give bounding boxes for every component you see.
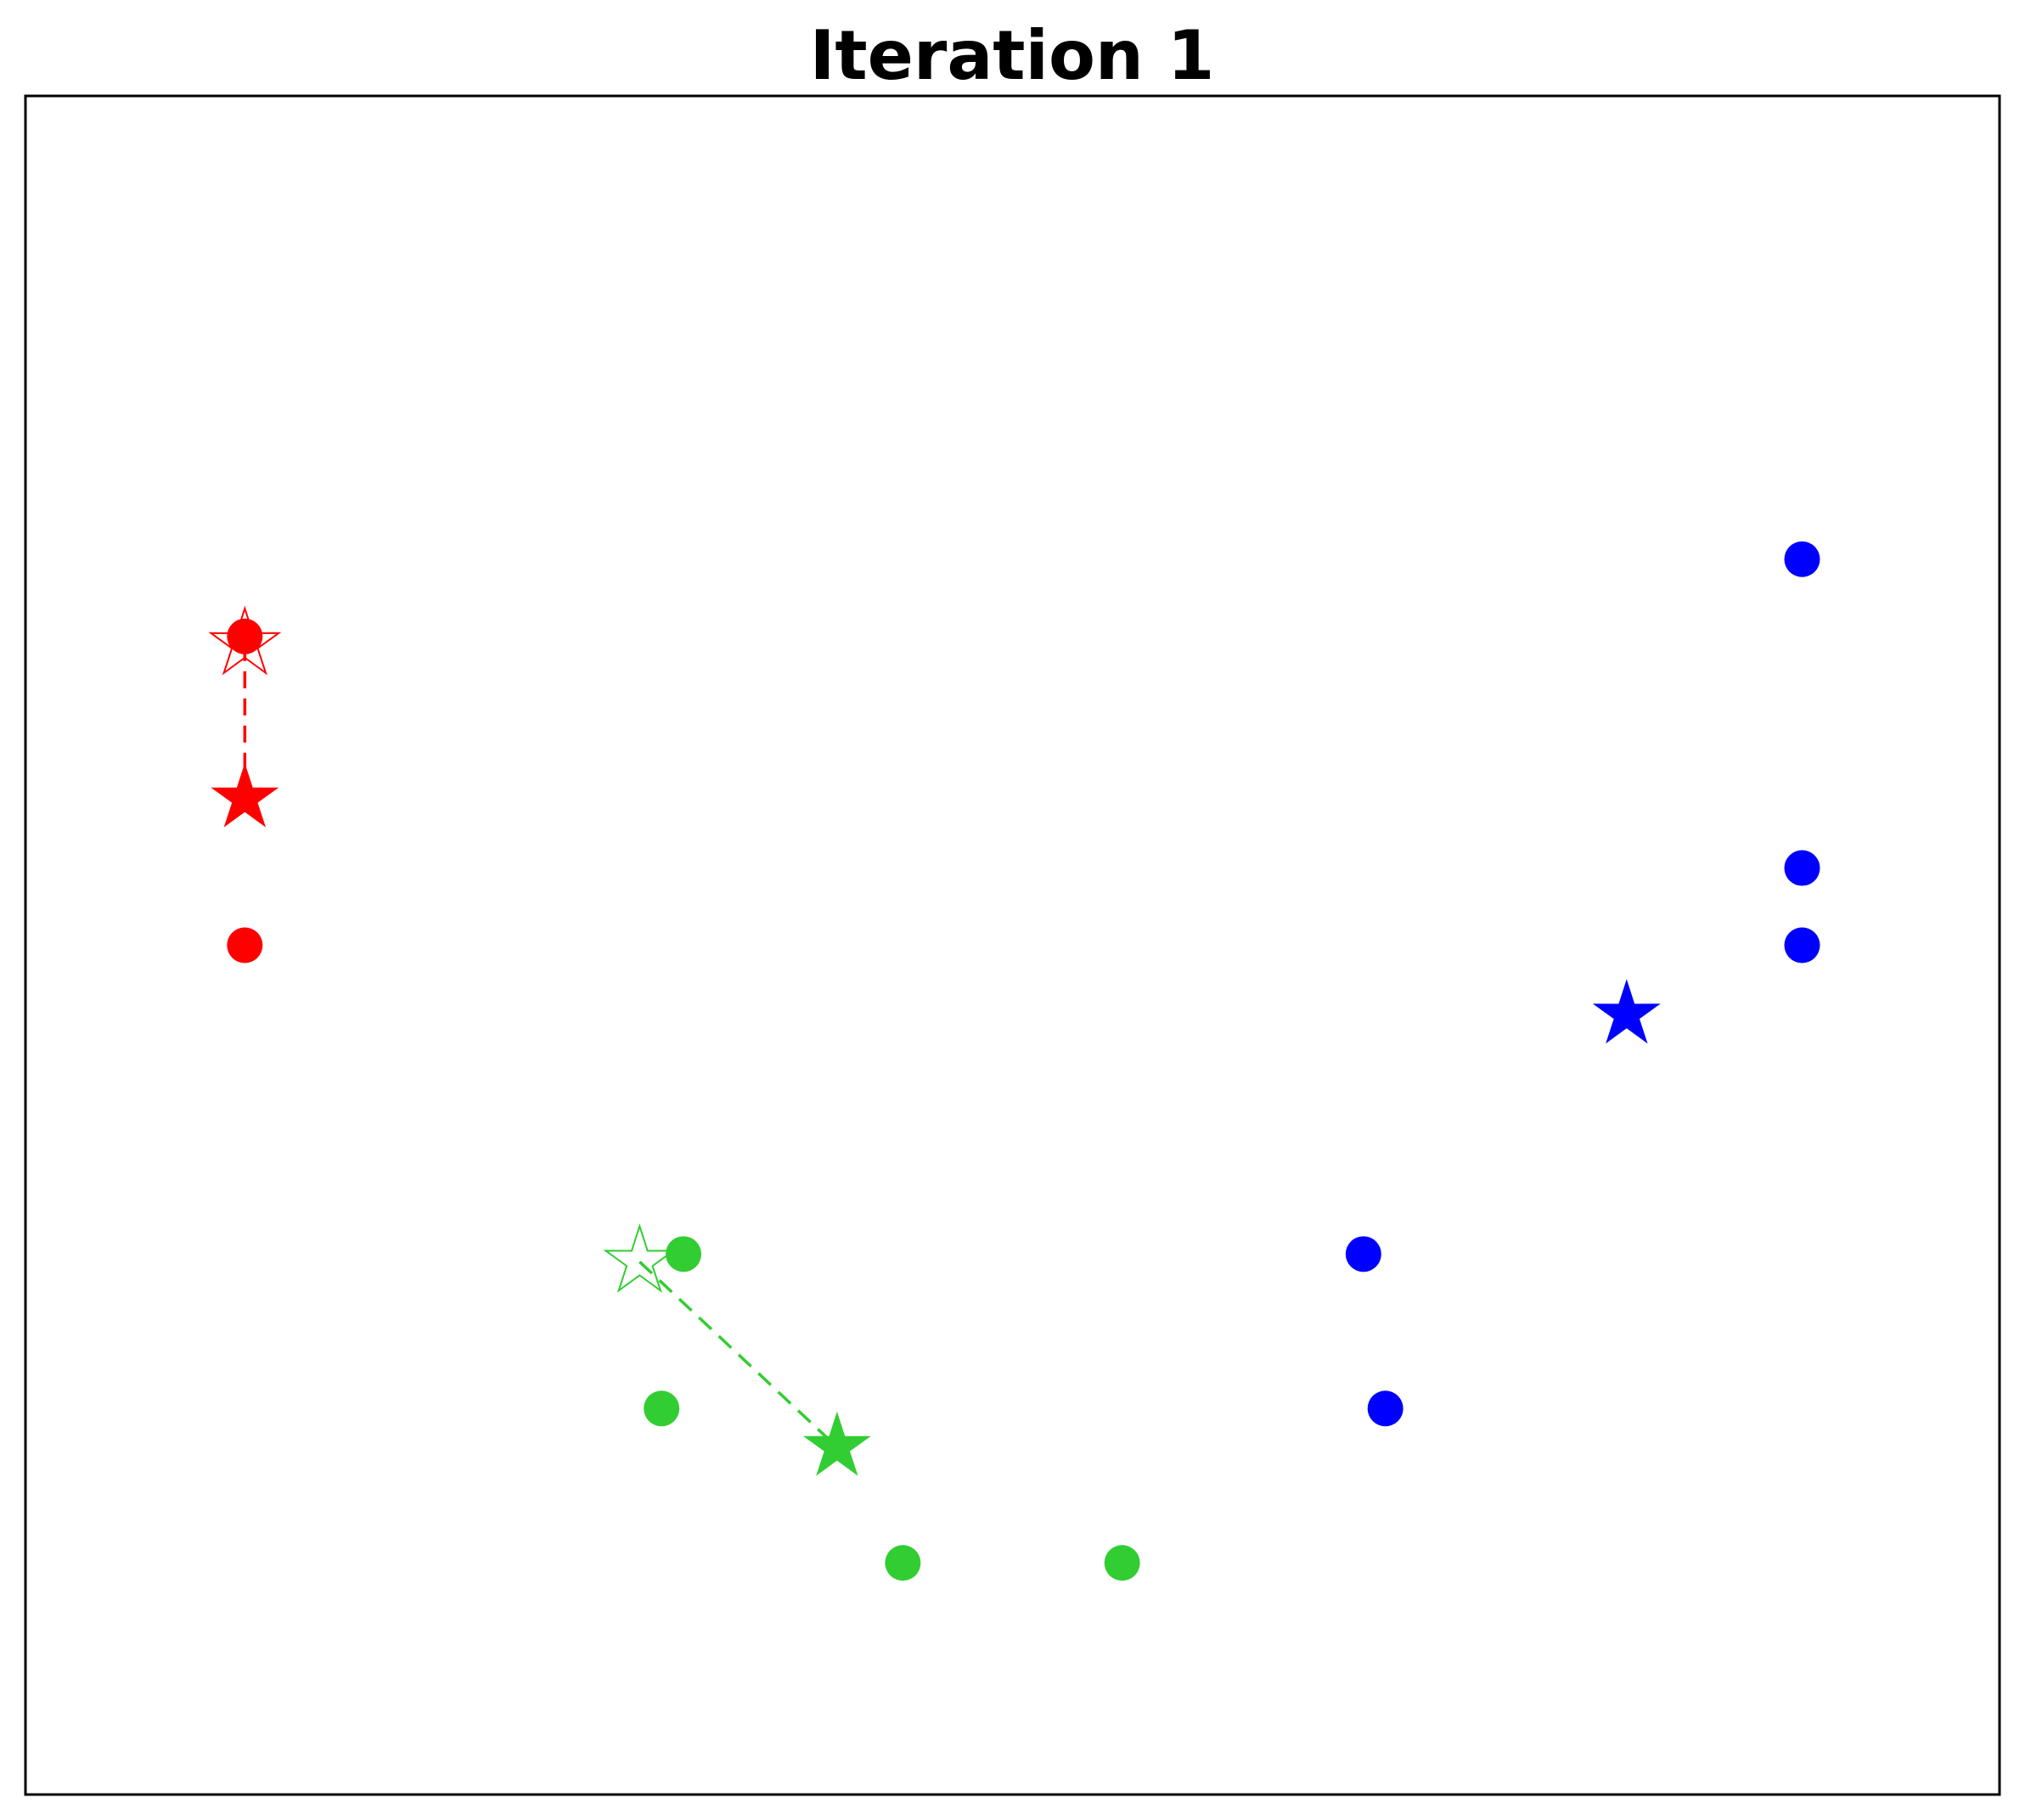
chart-title: Iteration 1 <box>810 16 1215 95</box>
previous-centroid-1 <box>603 1223 677 1294</box>
data-point-2-0 <box>1784 541 1820 577</box>
plot-area <box>208 541 1820 1581</box>
data-point-1-2 <box>885 1545 921 1581</box>
centroid-0 <box>211 762 279 828</box>
centroid-2 <box>1592 979 1661 1044</box>
data-point-2-1 <box>1784 850 1820 886</box>
data-point-2-4 <box>1367 1390 1403 1427</box>
data-point-0-0 <box>227 618 263 654</box>
centroid-1 <box>802 1411 871 1476</box>
centroid-move-line-1 <box>638 1261 839 1448</box>
previous-centroid-0 <box>208 605 282 676</box>
data-point-2-3 <box>1345 1236 1381 1272</box>
data-point-2-2 <box>1784 927 1820 963</box>
data-point-1-1 <box>644 1390 680 1427</box>
data-point-1-0 <box>666 1236 701 1272</box>
data-point-0-1 <box>227 927 263 963</box>
data-point-1-3 <box>1104 1545 1140 1581</box>
axes-frame <box>24 94 2001 1796</box>
